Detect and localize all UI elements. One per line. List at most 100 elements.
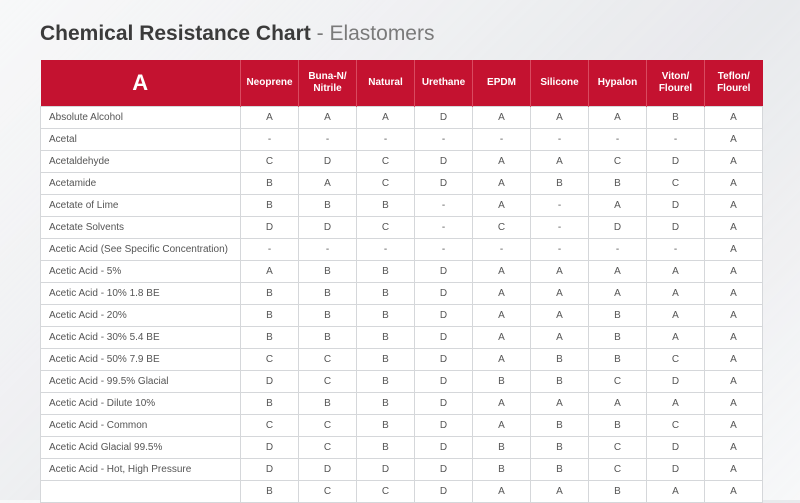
row-label: Acetic Acid - Hot, High Pressure [41, 459, 241, 481]
cell-value: D [647, 371, 705, 393]
cell-value: B [531, 459, 589, 481]
cell-value: C [589, 437, 647, 459]
cell-value: A [705, 371, 763, 393]
cell-value: A [705, 327, 763, 349]
cell-value: B [357, 195, 415, 217]
cell-value: - [241, 129, 299, 151]
table-row: Acetic Acid - 20%BBBDAABAA [41, 305, 763, 327]
table-row: Absolute AlcoholAAADAAABA [41, 107, 763, 129]
cell-value: - [531, 217, 589, 239]
cell-value: B [473, 371, 531, 393]
cell-value: D [415, 349, 473, 371]
title-bold: Chemical Resistance Chart [40, 22, 311, 45]
cell-value: A [589, 283, 647, 305]
cell-value: C [589, 151, 647, 173]
cell-value: A [531, 107, 589, 129]
cell-value: A [647, 305, 705, 327]
cell-value: C [357, 217, 415, 239]
cell-value: D [415, 393, 473, 415]
cell-value: A [473, 283, 531, 305]
cell-value: D [415, 437, 473, 459]
cell-value: B [357, 415, 415, 437]
cell-value: A [357, 107, 415, 129]
row-label: Acetic Acid - 20% [41, 305, 241, 327]
cell-value: D [357, 459, 415, 481]
cell-value: D [647, 151, 705, 173]
cell-value: - [647, 239, 705, 261]
cell-value: A [531, 261, 589, 283]
cell-value: A [705, 239, 763, 261]
cell-value: A [473, 415, 531, 437]
table-row: Acetal--------A [41, 129, 763, 151]
cell-value: A [473, 261, 531, 283]
table-row: Acetic Acid Glacial 99.5%DCBDBBCDA [41, 437, 763, 459]
cell-value: D [299, 217, 357, 239]
cell-value: D [647, 195, 705, 217]
table-row: Acetic Acid - 99.5% GlacialDCBDBBCDA [41, 371, 763, 393]
row-label: Acetic Acid - Common [41, 415, 241, 437]
cell-value: C [241, 415, 299, 437]
cell-value: C [589, 459, 647, 481]
table-body: Absolute AlcoholAAADAAABAAcetal--------A… [41, 107, 763, 503]
cell-value: B [357, 261, 415, 283]
cell-value: A [647, 393, 705, 415]
row-label: Acetate Solvents [41, 217, 241, 239]
cell-value: A [705, 217, 763, 239]
cell-value: A [473, 195, 531, 217]
cell-value: A [647, 327, 705, 349]
cell-value: - [415, 239, 473, 261]
cell-value: A [531, 305, 589, 327]
cell-value: C [299, 415, 357, 437]
resistance-table: ANeopreneBuna-N/NitrileNaturalUrethaneEP… [40, 60, 763, 503]
cell-value: C [589, 371, 647, 393]
cell-value: B [473, 459, 531, 481]
table-row: Acetic Acid (See Specific Concentration)… [41, 239, 763, 261]
row-label: Acetal [41, 129, 241, 151]
cell-value: B [647, 107, 705, 129]
row-label: Acetic Acid Glacial 99.5% [41, 437, 241, 459]
cell-value: - [531, 129, 589, 151]
cell-value: D [415, 283, 473, 305]
cell-value: B [357, 283, 415, 305]
cell-value: B [473, 437, 531, 459]
table-row: Acetic Acid - 5%ABBDAAAAA [41, 261, 763, 283]
cell-value: B [589, 305, 647, 327]
cell-value: B [531, 173, 589, 195]
cell-value: B [241, 305, 299, 327]
cell-value: B [299, 393, 357, 415]
cell-value: B [531, 415, 589, 437]
cell-value: C [473, 217, 531, 239]
cell-value: B [299, 305, 357, 327]
cell-value: - [241, 239, 299, 261]
cell-value: A [241, 107, 299, 129]
title-light: Elastomers [329, 22, 434, 45]
cell-value: - [299, 129, 357, 151]
cell-value: B [241, 283, 299, 305]
row-label: Acetaldehyde [41, 151, 241, 173]
cell-value: D [241, 371, 299, 393]
cell-value: D [647, 459, 705, 481]
cell-value: A [647, 283, 705, 305]
cell-value: - [473, 239, 531, 261]
cell-value: A [705, 437, 763, 459]
table-row: Acetate SolventsDDC-C-DDA [41, 217, 763, 239]
cell-value: - [647, 129, 705, 151]
cell-value: - [589, 129, 647, 151]
row-label: Acetic Acid - 30% 5.4 BE [41, 327, 241, 349]
cell-value: A [705, 195, 763, 217]
cell-value: - [357, 129, 415, 151]
cell-value: A [473, 327, 531, 349]
table-row: Acetate of LimeBBB-A-ADA [41, 195, 763, 217]
column-header: Teflon/Flourel [705, 60, 763, 107]
cell-value: - [299, 239, 357, 261]
cell-value: C [647, 349, 705, 371]
cell-value: D [415, 415, 473, 437]
cell-value: A [473, 151, 531, 173]
cell-value: A [705, 283, 763, 305]
cell-value: A [705, 305, 763, 327]
cell-value: A [705, 349, 763, 371]
cell-value: B [589, 349, 647, 371]
column-header: Neoprene [241, 60, 299, 107]
column-header: Silicone [531, 60, 589, 107]
cell-value: A [705, 459, 763, 481]
